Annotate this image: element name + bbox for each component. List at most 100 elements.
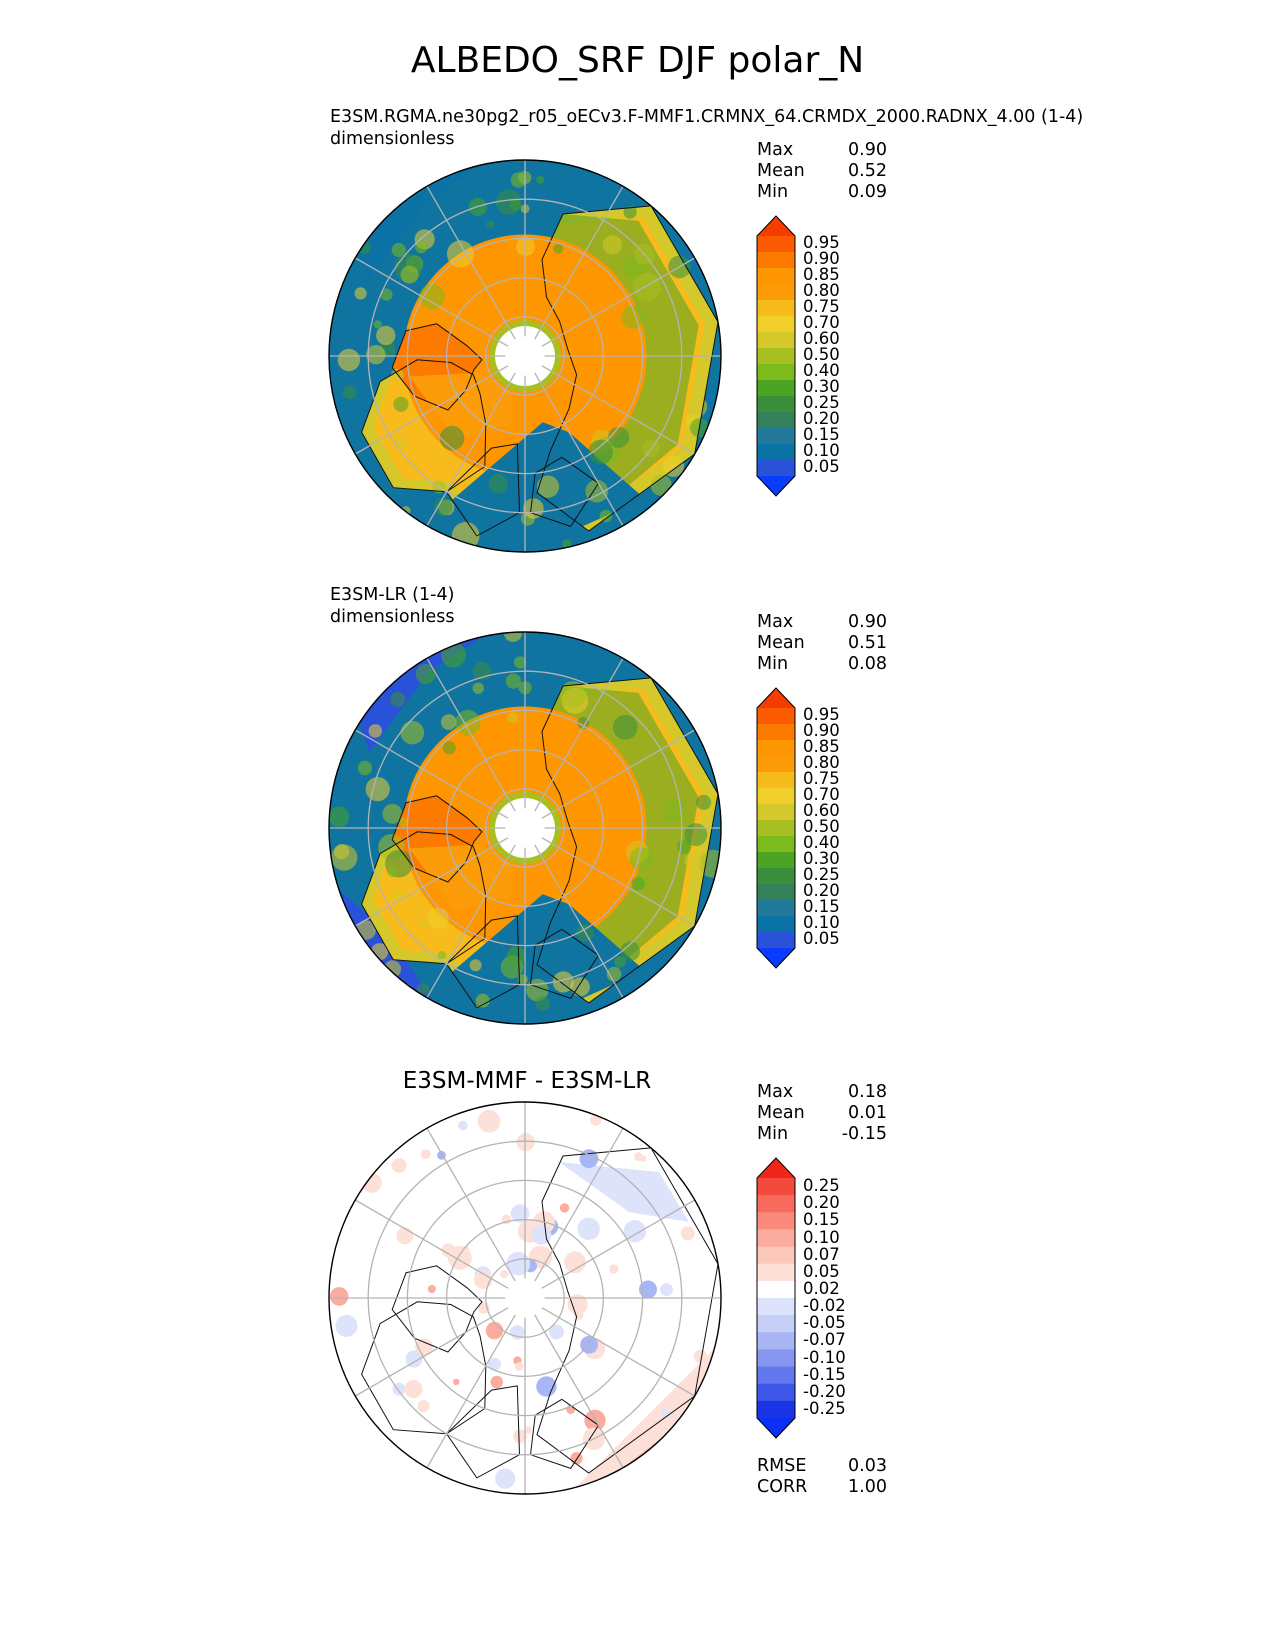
colorbar-segment — [757, 708, 795, 725]
land-eurasia — [537, 205, 718, 531]
meridian — [534, 1127, 624, 1282]
field-patch — [357, 760, 373, 776]
coastline-alaska — [445, 1385, 521, 1479]
meridian — [354, 1199, 509, 1289]
graticule — [329, 1102, 721, 1494]
map-boundary — [328, 159, 722, 553]
colorbar-segment — [757, 396, 795, 413]
colorbar-extend-max — [757, 688, 795, 708]
land-eurasia — [537, 677, 718, 1003]
colorbar-tick-label: -0.07 — [803, 1330, 846, 1350]
positive-region — [619, 1432, 721, 1494]
positive-patch — [485, 1321, 504, 1340]
field-patch — [676, 839, 692, 854]
field-patch — [562, 539, 572, 549]
land-alaska — [446, 443, 520, 536]
colorbar-tick-label: 0.50 — [803, 345, 840, 364]
field-patch — [629, 847, 653, 871]
polar-map — [328, 159, 722, 553]
colorbar-segment — [757, 884, 795, 901]
colorbar-tick-label: 0.80 — [803, 281, 840, 300]
coastline-alaska — [445, 443, 521, 537]
field-patch — [535, 996, 551, 1011]
positive-region — [589, 1392, 721, 1494]
field-patch — [391, 368, 404, 382]
field-patch — [472, 661, 492, 681]
field-patch — [662, 455, 685, 477]
negative-patch — [495, 1468, 516, 1489]
pole-hole — [495, 326, 555, 386]
field-patch — [416, 983, 430, 996]
negative-patch — [474, 1266, 491, 1283]
colorbar-segment — [757, 1280, 795, 1299]
colorbar-tick-label: 0.75 — [803, 297, 840, 316]
field-patch — [415, 664, 436, 684]
latitude-circle — [485, 788, 565, 868]
field-patch — [380, 288, 393, 301]
panel-title: E3SM-LR (1-4) — [330, 585, 455, 605]
field-patch — [329, 806, 350, 828]
field-patch — [376, 325, 396, 346]
positive-patch — [404, 1380, 423, 1398]
colorbar-segment — [757, 900, 795, 917]
field-patch — [331, 844, 358, 871]
positive-patch — [329, 1287, 349, 1306]
positive-patch — [566, 1404, 576, 1414]
panel-title: E3SM-MMF - E3SM-LR — [402, 1068, 652, 1094]
field-patch — [621, 305, 646, 329]
meridian — [534, 185, 624, 340]
latitude-circle — [485, 1258, 565, 1338]
negative-patch — [531, 1225, 552, 1245]
positive-region — [569, 1342, 721, 1494]
positive-patch — [420, 1149, 431, 1159]
field-patch — [526, 978, 549, 1002]
positive-patch — [391, 1158, 407, 1173]
latitude-circle — [445, 276, 605, 436]
field-patch — [518, 171, 532, 185]
field-patch — [635, 875, 649, 888]
ocean-field — [329, 160, 721, 552]
positive-patch — [514, 1362, 524, 1371]
colorbar-segment — [757, 1332, 795, 1350]
field-patch — [385, 850, 413, 878]
land-canada-inner — [373, 831, 489, 955]
positive-patch — [564, 1251, 586, 1274]
positive-patch — [441, 1243, 456, 1258]
negative-patch — [639, 1280, 657, 1299]
pole-fringe — [489, 792, 561, 864]
map-boundary — [328, 631, 722, 1025]
field-patch — [496, 189, 522, 215]
land-alaska — [446, 915, 520, 1008]
field-patch — [576, 924, 594, 942]
low-albedo-region — [329, 410, 439, 552]
colorbar-tick-label: 0.15 — [803, 897, 840, 916]
field-patch — [614, 956, 626, 968]
positive-patch — [570, 1452, 583, 1465]
positive-patch — [477, 1109, 501, 1133]
graticule — [329, 160, 721, 552]
low-albedo-region — [329, 632, 489, 752]
map-field — [329, 1102, 721, 1494]
negative-patch — [660, 1408, 670, 1418]
field-patch — [509, 199, 522, 211]
positive-patch — [567, 1294, 588, 1315]
field-patch — [472, 682, 484, 694]
field-patch — [585, 479, 609, 503]
colorbar-segment — [757, 268, 795, 285]
field-patch — [371, 943, 389, 961]
sea-ice-field — [403, 706, 647, 950]
field-patch — [419, 284, 445, 310]
colorbar-extend-max — [757, 1158, 795, 1178]
land-europe-inner — [530, 922, 594, 987]
meridian — [426, 657, 516, 812]
field-patch — [434, 498, 453, 517]
field-patch — [696, 794, 712, 810]
colorbar-tick-label: 0.40 — [803, 361, 840, 380]
field-patch — [633, 244, 655, 265]
field-patch — [684, 823, 708, 846]
negative-patch — [540, 1246, 550, 1256]
positive-patch — [477, 1302, 490, 1314]
field-patch — [552, 971, 574, 993]
land-greenland — [392, 795, 482, 882]
